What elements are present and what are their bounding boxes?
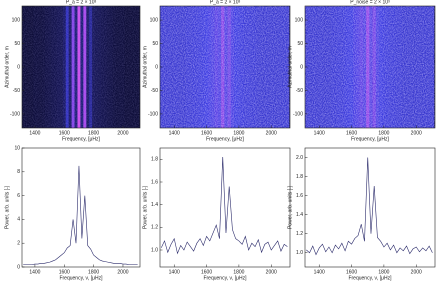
x-tick-label: 1800 [378,130,389,136]
x-tick-label: 2000 [266,269,277,275]
y-axis-label: Power, arb. units [-] [142,185,148,229]
x-tick-label: 1600 [59,130,70,136]
y-axis-label: Power, arb. units [-] [4,185,10,229]
x-tick-label: 1400 [169,269,180,275]
x-axis-label: Frequency, ν, [μHz] [203,275,247,281]
frame [159,147,291,268]
frame [21,147,141,268]
line [23,165,138,265]
y-tick-label: 1.4 [296,212,303,218]
x-axis-label: Frequency, [μHz] [62,136,100,142]
y-tick-label: 0 [17,64,20,70]
y-tick-label: 50 [297,41,303,47]
x-tick-label: 1600 [201,130,212,136]
y-tick-label: 1.4 [151,202,158,208]
frame [304,147,436,268]
panel: 1400 1600 1800 2000 1.0 1.2 1.4 1.6 1.8 Frequency… [142,147,291,281]
x-tick-label: 1600 [59,269,70,275]
x-tick-label: 2000 [266,130,277,136]
panel-title: P_a = 2 × 10³ [66,0,97,5]
x-axis-label: Frequency, ν, [μHz] [59,275,103,281]
panel: 1400 1600 1800 2000 100 50 0 -50 -100 P_noise = 2… [287,0,436,142]
x-tick-label: 1800 [88,130,99,136]
x-tick-label: 1800 [233,269,244,275]
line [161,157,288,255]
y-axis-label: Power, arb. units [-] [287,185,293,229]
x-tick-label: 1400 [29,130,40,136]
y-tick-label: 50 [14,41,20,47]
panel: 1400 1600 1800 2000 100 50 0 -50 -100 P_a = 2 × 1… [4,0,141,142]
panel-title: P_noise = 2 × 10³ [350,0,390,5]
y-tick-label: 2 [17,241,20,247]
y-tick-label: 0 [300,64,303,70]
plot-area [305,6,435,128]
y-tick-label: 10 [14,145,20,151]
x-axis-label: Frequency, [μHz] [351,136,389,142]
y-tick-label: 6 [17,193,20,199]
x-tick-label: 1400 [314,269,325,275]
y-tick-label: 100 [150,17,159,23]
y-tick-label: -50 [13,88,20,94]
y-tick-label: -50 [151,88,158,94]
y-tick-label: 1.8 [296,174,303,180]
x-tick-label: 1800 [88,269,99,275]
y-tick-label: -100 [10,111,20,117]
x-axis-label: Frequency, ν, [μHz] [348,275,392,281]
panel-title: P_a = 2 × 10³ [210,0,241,5]
panel: 1400 1600 1800 2000 100 50 0 -50 -100 P_a = 2 × 1… [142,0,291,142]
y-tick-label: 100 [295,17,304,23]
y-tick-label: 1.0 [296,250,303,256]
y-axis-label: Azimuthal order, m [4,46,10,88]
y-tick-label: 50 [152,41,158,47]
y-tick-label: 2.0 [296,155,303,161]
y-tick-label: 1.2 [151,225,158,231]
y-tick-label: 1.2 [296,231,303,237]
x-tick-label: 2000 [411,269,422,275]
x-tick-label: 1400 [314,130,325,136]
panel: 1400 1600 1800 2000 0 2 4 6 8 10 Frequency, ν, [μH… [4,145,141,281]
x-tick-label: 1800 [378,269,389,275]
y-tick-label: -50 [296,88,303,94]
plot-area [161,157,288,255]
y-tick-label: -100 [293,111,303,117]
noise-overlay [160,6,290,128]
x-tick-label: 1600 [346,269,357,275]
panel: 1400 1600 1800 2000 1.0 1.2 1.4 1.6 1.8 2.0 Freque… [287,147,436,281]
y-tick-label: 1.6 [296,193,303,199]
y-tick-label: 1.8 [151,157,158,163]
y-tick-label: 0 [17,264,20,270]
y-tick-label: 1.0 [151,247,158,253]
y-tick-label: 8 [17,169,20,175]
plot-area [160,6,290,128]
y-axis-label: Azimuthal order, m [142,46,148,88]
y-tick-label: -100 [148,111,158,117]
plot-area [22,6,140,128]
x-tick-label: 1600 [201,269,212,275]
x-tick-label: 2000 [117,269,128,275]
x-axis-label: Frequency, [μHz] [206,136,244,142]
x-tick-label: 1800 [233,130,244,136]
plot-area [306,157,433,256]
y-tick-label: 0 [155,64,158,70]
noise-overlay [22,6,140,128]
y-tick-label: 1.6 [151,179,158,185]
x-tick-label: 2000 [411,130,422,136]
y-tick-label: 100 [12,17,21,23]
plot-area [23,165,138,265]
x-tick-label: 2000 [117,130,128,136]
y-axis-label: Azimuthal order, m [287,46,293,88]
line [306,157,433,256]
x-tick-label: 1400 [169,130,180,136]
noise-overlay [305,6,435,128]
x-tick-label: 1600 [346,130,357,136]
x-tick-label: 1400 [29,269,40,275]
y-tick-label: 4 [17,217,20,223]
